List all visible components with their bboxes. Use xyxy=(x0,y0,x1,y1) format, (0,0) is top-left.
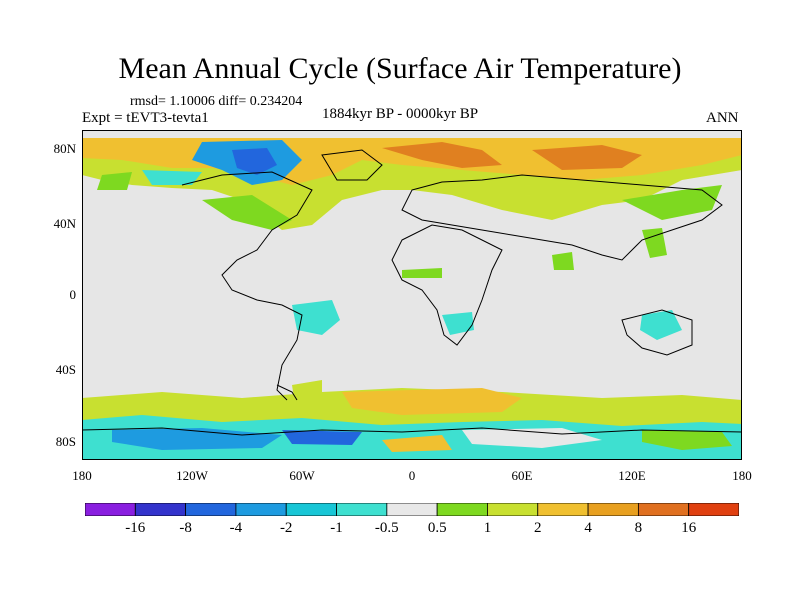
africa-outline xyxy=(391,224,503,346)
lon-tick-60w: 60W xyxy=(289,468,315,483)
colorbar-box xyxy=(587,503,639,516)
colorbar-label: 0.5 xyxy=(427,520,447,536)
colorbar-label: 4 xyxy=(584,520,592,536)
colorbar-label: -16 xyxy=(125,520,146,536)
stats-text: rmsd= 1.10006 diff= 0.234204 xyxy=(130,94,303,109)
eurasia-outline xyxy=(401,174,723,261)
colorbar-label: -4 xyxy=(229,520,243,536)
lat-tick-80n: 80N xyxy=(53,141,76,156)
colorbar-label: 1 xyxy=(483,520,492,536)
lon-tick-60e: 60E xyxy=(511,468,533,483)
lon-tick-180e: 180 xyxy=(732,468,752,483)
lat-tick-0: 0 xyxy=(69,287,77,302)
colorbar-box xyxy=(386,503,438,516)
map-frame xyxy=(82,130,742,460)
australia-outline xyxy=(621,309,693,356)
lat-tick-40s: 40S xyxy=(55,362,76,377)
colorbar-box xyxy=(436,503,488,516)
lon-tick-180w: 180 xyxy=(72,468,92,483)
colorbar-box xyxy=(637,503,690,516)
colorbar-box xyxy=(537,503,589,516)
colorbar-label: -8 xyxy=(179,520,192,536)
chart-title: Mean Annual Cycle (Surface Air Temperatu… xyxy=(118,52,682,85)
colorbar-box xyxy=(336,503,388,516)
colorbar-box xyxy=(85,503,136,516)
southern-anomaly-fill xyxy=(82,388,742,460)
lon-tick-0: 0 xyxy=(408,468,416,483)
colorbar-label: -1 xyxy=(330,520,343,536)
lon-tick-120e: 120E xyxy=(618,468,646,483)
colorbar-box xyxy=(688,503,739,516)
colorbar-box xyxy=(235,503,287,516)
period-label: 1884kyr BP - 0000kyr BP xyxy=(322,106,479,122)
lat-tick-40n: 40N xyxy=(53,216,76,231)
colorbar-label: 8 xyxy=(634,520,643,536)
americas-outline xyxy=(181,171,313,401)
lon-tick-120w: 120W xyxy=(176,468,208,483)
colorbar-label: 2 xyxy=(534,520,542,536)
temperature-map xyxy=(82,130,742,460)
colorbar-label: -0.5 xyxy=(374,520,399,536)
colorbar-box xyxy=(285,503,337,516)
greenland-outline xyxy=(321,149,383,181)
antarctica-outline xyxy=(82,427,742,436)
colorbar-box xyxy=(487,503,539,516)
tropical-anomaly-fill xyxy=(292,252,682,398)
south-america-tip xyxy=(276,384,298,401)
colorbar-box xyxy=(134,503,187,516)
lat-tick-80s: 80S xyxy=(55,434,76,449)
colorbar-label: -2 xyxy=(279,520,293,536)
coastlines xyxy=(82,149,742,436)
colorbar-box xyxy=(185,503,237,516)
colorbar-label: 16 xyxy=(681,520,697,536)
season-label: ANN xyxy=(706,110,739,126)
experiment-label: Expt = tEVT3-tevta1 xyxy=(82,110,209,126)
colorbar xyxy=(85,503,739,516)
